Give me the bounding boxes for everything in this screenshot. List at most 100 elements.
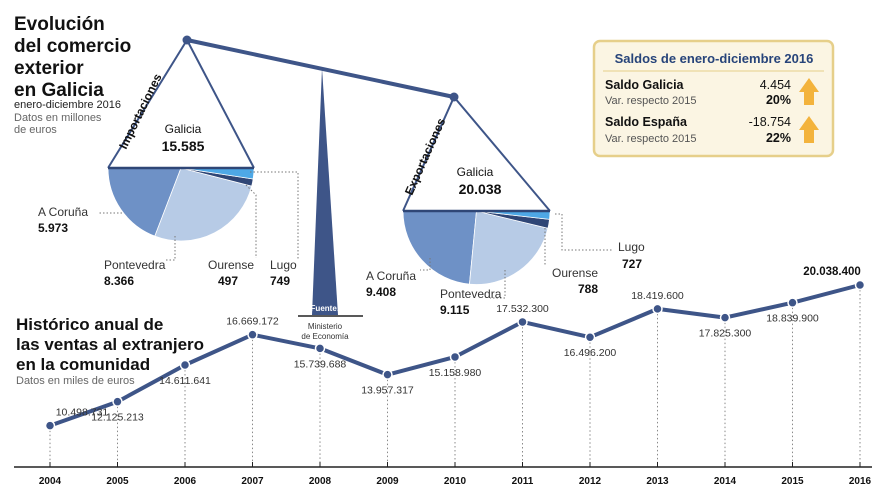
data-label: 18.419.600 xyxy=(631,290,684,302)
data-point xyxy=(584,331,596,343)
export-string-right xyxy=(453,96,551,212)
data-label: 18.839.900 xyxy=(766,313,819,325)
saldo-espana-pct: 22% xyxy=(766,131,791,145)
data-label: 20.038.400 xyxy=(803,266,861,278)
data-label: 16.669.172 xyxy=(226,316,279,328)
data-label: 14.611.641 xyxy=(159,375,211,387)
source-line: de Economía xyxy=(301,332,349,341)
year-tick-label: 2009 xyxy=(376,476,399,487)
data-point xyxy=(44,420,56,431)
data-point xyxy=(179,359,191,371)
units-label: Datos en millones xyxy=(14,112,102,124)
leader-imp-lugo xyxy=(250,171,299,260)
saldos-box: Saldos de enero-diciembre 2016 Saldo Gal… xyxy=(592,39,835,158)
imp-value-pontevedra: 8.366 xyxy=(104,274,134,288)
imp-label-pontevedra: Pontevedra xyxy=(104,258,166,272)
period-label: enero-diciembre 2016 xyxy=(14,99,121,111)
data-point xyxy=(652,303,663,315)
history-title-line: en la comunidad xyxy=(16,355,150,374)
import-string-right xyxy=(186,39,255,169)
exp-label-pontevedra: Pontevedra xyxy=(440,287,502,301)
exports-side-label: Exportaciones xyxy=(402,116,449,198)
saldo-espana-name: Saldo España xyxy=(605,115,688,129)
guide-lines xyxy=(49,290,861,462)
data-label: 16.496.200 xyxy=(564,347,617,359)
imp-value-ourense: 497 xyxy=(218,274,238,288)
saldos-box-bg xyxy=(592,39,835,158)
export-string-left xyxy=(402,96,455,212)
scale-beam xyxy=(185,38,456,99)
arrow-up-icon xyxy=(799,78,819,105)
data-label: 17.532.300 xyxy=(496,303,549,315)
title-line: del comercio xyxy=(14,36,131,57)
import-slice-pontevedra xyxy=(154,167,253,242)
exp-value-pontevedra: 9.115 xyxy=(440,303,470,317)
saldo-espana-sub: Var. respecto 2015 xyxy=(605,133,697,145)
data-label: 12.125.213 xyxy=(91,412,144,424)
year-tick-label: 2010 xyxy=(444,476,467,487)
import-slice-coruna xyxy=(107,167,182,237)
history-title-line: Histórico anual de xyxy=(16,315,163,334)
title-line: en Galicia xyxy=(14,80,104,101)
units-label: de euros xyxy=(14,124,57,136)
data-point xyxy=(719,312,731,323)
data-point xyxy=(517,316,528,328)
saldos-title: Saldos de enero-diciembre 2016 xyxy=(615,51,814,66)
imports-side-label: Importaciones xyxy=(116,71,165,151)
scale-pillar xyxy=(312,68,338,315)
year-tick-label: 2007 xyxy=(241,476,264,487)
exp-value-coruna: 9.408 xyxy=(366,285,396,299)
exp-value-ourense: 788 xyxy=(578,282,598,296)
imp-label-ourense: Ourense xyxy=(208,258,254,272)
source-line: Ministerio xyxy=(308,322,343,331)
data-point xyxy=(449,351,461,363)
year-tick-label: 2016 xyxy=(849,476,872,487)
saldo-galicia-pct: 20% xyxy=(766,93,791,107)
data-point xyxy=(382,369,393,380)
export-slice-pontevedra xyxy=(469,210,549,285)
export-slice-coruna xyxy=(402,210,477,285)
exp-label-ourense: Ourense xyxy=(552,266,598,280)
year-tick-label: 2011 xyxy=(512,476,534,487)
year-tick-label: 2014 xyxy=(714,476,737,487)
data-point xyxy=(787,297,798,308)
import-dish xyxy=(107,166,255,242)
leader-imp-ourense xyxy=(245,184,257,258)
imports-region: Galicia xyxy=(165,122,202,136)
year-tick-label: 2015 xyxy=(781,476,804,487)
history-title-line: las ventas al extranjero xyxy=(16,335,204,354)
saldo-espana-value: -18.754 xyxy=(749,115,791,129)
year-tick-label: 2013 xyxy=(646,476,669,487)
exp-value-lugo: 727 xyxy=(622,257,642,271)
exp-label-coruna: A Coruña xyxy=(366,269,416,283)
leader-exp-pontevedra xyxy=(490,270,506,299)
leader-imp-pontevedra xyxy=(165,236,176,261)
data-label: 13.957.317 xyxy=(361,385,414,397)
saldo-galicia-value: 4.454 xyxy=(760,78,791,92)
data-label: 17.825.300 xyxy=(699,328,752,340)
year-tick-label: 2004 xyxy=(39,476,62,487)
year-tick-label: 2012 xyxy=(579,476,602,487)
data-label: 10.498.731 xyxy=(56,407,109,419)
history-title: Histórico anual de las ventas al extranj… xyxy=(16,315,204,374)
source-label: Fuente: xyxy=(311,304,340,313)
leader-exp-coruna xyxy=(420,258,431,271)
export-dish xyxy=(402,209,551,285)
year-tick-label: 2005 xyxy=(106,476,129,487)
exp-label-lugo: Lugo xyxy=(618,240,645,254)
import-string-left xyxy=(107,39,188,169)
data-point xyxy=(314,343,326,354)
title-line: exterior xyxy=(14,58,84,79)
title-line: Evolución xyxy=(14,14,105,35)
imports-total: 15.585 xyxy=(162,138,205,154)
saldo-galicia-sub: Var. respecto 2015 xyxy=(605,95,697,107)
data-label: 15.739.688 xyxy=(294,358,347,370)
saldo-galicia-name: Saldo Galicia xyxy=(605,78,685,92)
arrow-up-icon xyxy=(799,116,819,143)
data-point xyxy=(112,396,123,407)
imp-value-lugo: 749 xyxy=(270,274,290,288)
balance-scale: Fuente: Ministerio de Economía xyxy=(107,35,551,341)
imp-label-lugo: Lugo xyxy=(270,258,297,272)
